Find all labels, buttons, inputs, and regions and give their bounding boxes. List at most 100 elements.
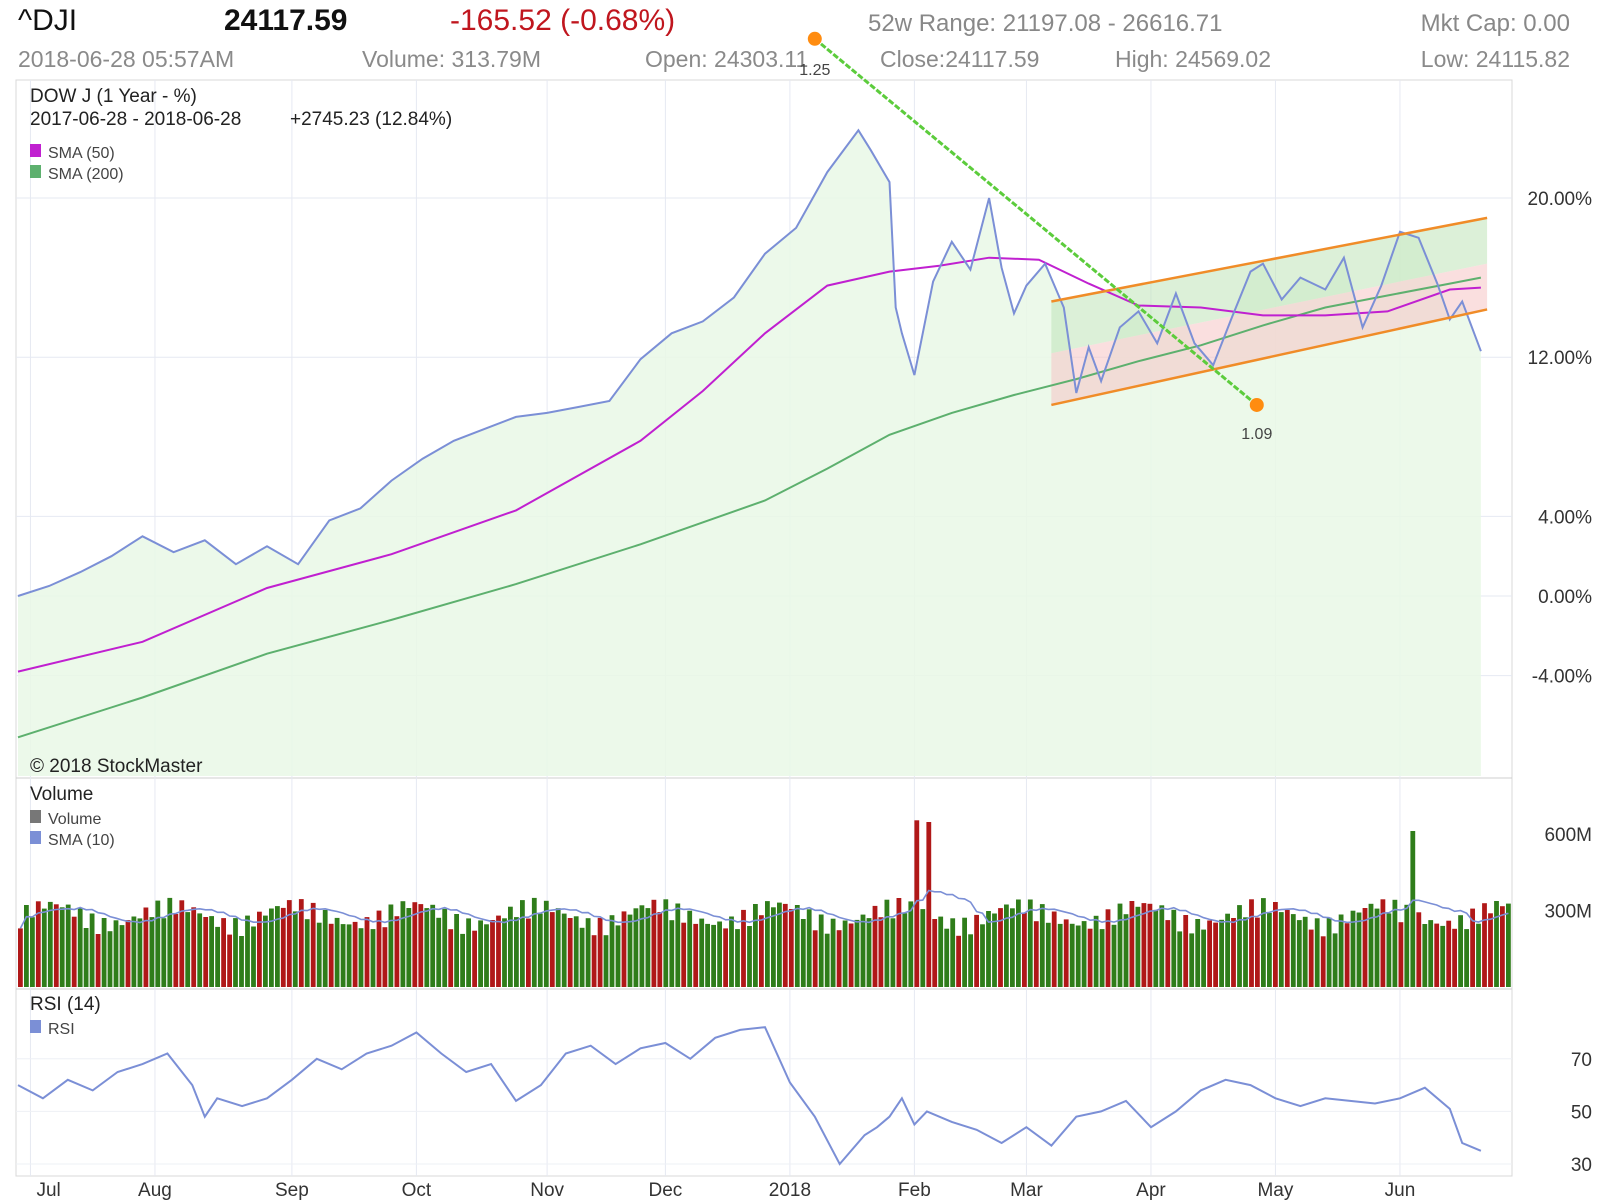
volume-bar (621, 911, 627, 987)
volume-bar (657, 912, 663, 987)
y-tick-label: 0.00% (1538, 587, 1592, 608)
volume-bar (454, 914, 459, 987)
volume-bar (1016, 899, 1021, 987)
market-cap: Mkt Cap: 0.00 (1420, 10, 1570, 37)
volume-bar (866, 918, 872, 987)
volume-bar (741, 909, 746, 987)
volume-bar (1296, 920, 1302, 987)
volume-bar (137, 918, 143, 987)
volume-bar (938, 916, 944, 987)
volume-bar (508, 906, 513, 987)
volume-bar (1147, 903, 1153, 987)
channel-lower-line (1051, 308, 1488, 407)
y-tick-label: 300M (1544, 902, 1592, 923)
volume-bar (143, 907, 149, 987)
sma200-legend: SMA (200) (48, 166, 124, 183)
volume-bar (24, 905, 29, 987)
volume-bar (782, 903, 788, 987)
volume-bar (364, 917, 370, 987)
x-tick-label: Jul (36, 1180, 60, 1200)
trend-end-label: 1.09 (1241, 426, 1272, 443)
volume-bar (860, 914, 866, 987)
volume-bar (370, 929, 376, 987)
x-tick-label: Dec (649, 1180, 683, 1200)
volume-bar (1392, 899, 1398, 987)
volume-bar (1326, 917, 1332, 987)
volume-bar (998, 908, 1003, 987)
volume-bar (1105, 909, 1111, 987)
timestamp: 2018-06-28 05:57AM (18, 46, 235, 72)
volume-bar (442, 908, 448, 987)
main-title: DOW J (1 Year - %) (30, 86, 197, 107)
volume-bar (1249, 899, 1254, 987)
volume-bar (788, 909, 794, 987)
volume-bar (1201, 929, 1206, 987)
x-tick-label: May (1257, 1180, 1293, 1200)
volume-bar (1332, 933, 1338, 987)
volume-bar (591, 935, 597, 987)
volume-bar (896, 898, 902, 987)
y-tick-label: 50 (1571, 1102, 1592, 1123)
volume-bar (496, 915, 501, 987)
volume-bar (771, 907, 776, 987)
volume-title: Volume (30, 784, 93, 805)
volume-bar (1261, 898, 1266, 987)
volume-bar (1314, 918, 1320, 987)
volume-bar (531, 897, 537, 987)
y-tick-label: 600M (1544, 825, 1592, 846)
volume-bar (412, 902, 418, 987)
volume-bar (18, 928, 23, 987)
volume-bar (1368, 903, 1374, 987)
volume-bar (669, 920, 675, 987)
volume-bar (1207, 920, 1212, 987)
last-price: 24117.59 (224, 4, 348, 37)
volume-bar (699, 918, 705, 987)
volume-bar (304, 919, 310, 987)
volume-bar (263, 915, 268, 987)
performance: +2745.23 (12.84%) (290, 109, 452, 130)
volume-bar (173, 914, 179, 987)
volume-bar (239, 936, 244, 987)
volume-bar (328, 923, 334, 987)
volume-sma-legend: SMA (10) (48, 832, 115, 849)
volume-bar (597, 917, 603, 987)
volume-bar (1183, 915, 1189, 987)
volume-bar (932, 919, 938, 987)
volume-bar (502, 918, 507, 987)
volume-bar (627, 914, 633, 987)
volume-bar (651, 899, 657, 987)
volume-bar (1039, 904, 1045, 987)
volume-bar (567, 918, 573, 987)
x-tick-label: Feb (898, 1180, 931, 1200)
volume-bar (346, 924, 352, 987)
volume-bar (47, 901, 53, 987)
volume-bar (310, 902, 316, 987)
volume-bar (1386, 913, 1392, 987)
volume-bar (400, 901, 406, 987)
volume-bar (418, 904, 424, 987)
volume-bar (759, 915, 764, 987)
volume-bar (472, 930, 477, 987)
volume-bar (251, 926, 256, 987)
volume-bar (1159, 905, 1165, 987)
volume-bar (1302, 916, 1308, 987)
volume-bar (149, 917, 155, 987)
volume-bar (765, 901, 770, 987)
volume-bar (316, 922, 322, 987)
volume-bar (681, 922, 687, 987)
volume-bar (633, 908, 639, 987)
volume-bar (1494, 901, 1499, 987)
volume-bar (806, 909, 812, 987)
volume-swatch (30, 810, 41, 823)
volume-bar (185, 912, 191, 987)
volume-bar (615, 925, 621, 987)
volume-bar (794, 905, 800, 987)
x-tick-label: Jun (1385, 1180, 1416, 1200)
volume-bar (687, 910, 693, 987)
trend-end-marker (1249, 397, 1264, 412)
volume-bar (203, 917, 209, 987)
volume-bar (944, 928, 950, 987)
volume-bar (974, 914, 979, 987)
volume-bar (71, 916, 77, 987)
